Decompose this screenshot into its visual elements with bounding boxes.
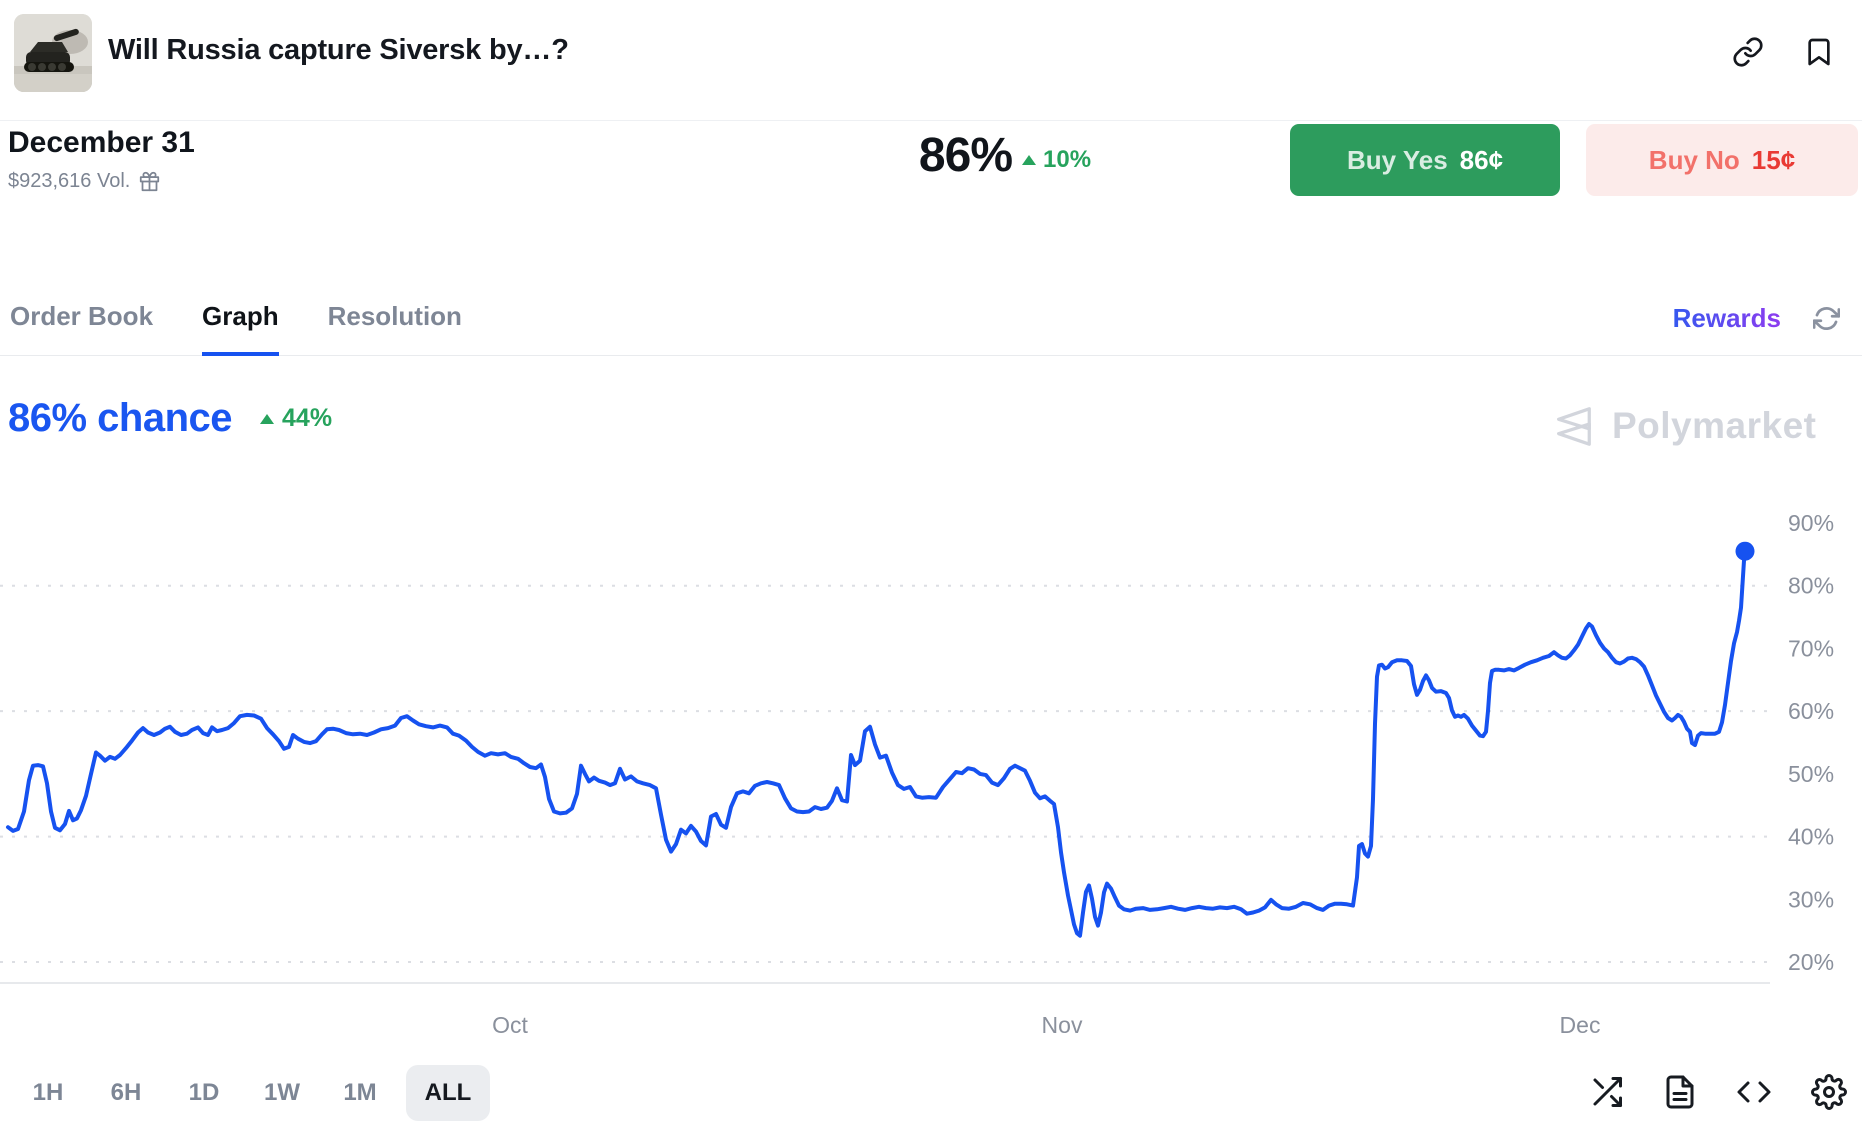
up-triangle-icon bbox=[260, 413, 275, 424]
tab-resolution[interactable]: Resolution bbox=[327, 300, 462, 331]
refresh-icon[interactable] bbox=[1813, 305, 1840, 332]
range-all[interactable]: ALL bbox=[406, 1065, 490, 1121]
market-thumbnail bbox=[14, 14, 92, 92]
range-1w[interactable]: 1W bbox=[264, 1079, 300, 1106]
price-line[interactable] bbox=[6, 549, 1747, 938]
y-tick-label: 30% bbox=[1788, 886, 1834, 912]
buy-no-price: 15¢ bbox=[1751, 144, 1796, 175]
range-1h[interactable]: 1H bbox=[32, 1079, 64, 1106]
embed-code-icon[interactable] bbox=[1736, 1074, 1772, 1110]
buy-no-label: Buy No bbox=[1648, 144, 1740, 175]
tab-order-book[interactable]: Order Book bbox=[10, 300, 154, 331]
gift-icon[interactable] bbox=[139, 171, 160, 192]
x-tick-label: Nov bbox=[1042, 1012, 1083, 1038]
volume-row: $923,616 Vol. bbox=[8, 170, 160, 193]
volume-label: $923,616 Vol. bbox=[8, 170, 131, 192]
y-tick-label: 40% bbox=[1788, 824, 1834, 850]
tab-graph[interactable]: Graph bbox=[202, 280, 279, 356]
buy-yes-price: 86¢ bbox=[1459, 144, 1504, 175]
chance-row: 86% chance 44% bbox=[8, 396, 332, 441]
y-tick-label: 90% bbox=[1788, 510, 1834, 536]
range-6h[interactable]: 6H bbox=[110, 1079, 142, 1106]
polymarket-logo-icon bbox=[1551, 404, 1595, 448]
x-tick-label: Oct bbox=[492, 1012, 528, 1038]
y-tick-label: 50% bbox=[1788, 761, 1834, 787]
buy-no-button[interactable]: Buy No 15¢ bbox=[1586, 124, 1858, 196]
range-1d[interactable]: 1D bbox=[188, 1079, 220, 1106]
y-tick-label: 60% bbox=[1788, 698, 1834, 724]
compare-shuffle-icon[interactable] bbox=[1589, 1074, 1625, 1110]
tab-bar: Order Book Graph Resolution Rewards bbox=[0, 280, 1862, 356]
document-icon[interactable] bbox=[1662, 1074, 1698, 1110]
x-tick-label: Dec bbox=[1560, 1012, 1601, 1038]
watermark-brand: Polymarket bbox=[1612, 405, 1817, 446]
price-change: 10% bbox=[1022, 146, 1091, 174]
settings-gear-icon[interactable] bbox=[1811, 1074, 1847, 1110]
bookmark-icon[interactable] bbox=[1803, 36, 1835, 68]
page-title: Will Russia capture Siversk by…? bbox=[108, 33, 569, 66]
y-tick-label: 70% bbox=[1788, 635, 1834, 661]
y-tick-label: 80% bbox=[1788, 573, 1834, 599]
buy-yes-button[interactable]: Buy Yes 86¢ bbox=[1290, 124, 1560, 196]
y-tick-label: 20% bbox=[1788, 949, 1834, 975]
price-change-value: 10% bbox=[1043, 146, 1092, 173]
chance-change: 44% bbox=[260, 404, 332, 433]
chart-tools bbox=[0, 1074, 1847, 1114]
range-1m[interactable]: 1M bbox=[343, 1079, 377, 1106]
up-triangle-icon bbox=[1022, 155, 1036, 165]
time-range-toolbar: 1H 6H 1D 1W 1M ALL bbox=[16, 1062, 490, 1124]
chance-value: 86% chance bbox=[8, 396, 233, 440]
chance-change-value: 44% bbox=[282, 404, 333, 432]
copy-link-icon[interactable] bbox=[1732, 36, 1764, 68]
tank-image bbox=[14, 14, 92, 92]
tab-bar-right: Rewards bbox=[1673, 280, 1840, 356]
polymarket-watermark: Polymarket bbox=[1551, 404, 1817, 448]
buy-yes-label: Buy Yes bbox=[1346, 144, 1448, 175]
market-end-date: December 31 bbox=[8, 126, 195, 159]
rewards-link[interactable]: Rewards bbox=[1672, 302, 1781, 333]
latest-point-dot bbox=[1735, 541, 1755, 561]
market-header: Will Russia capture Siversk by…? bbox=[0, 0, 1862, 121]
current-price: 86% bbox=[918, 129, 1013, 182]
